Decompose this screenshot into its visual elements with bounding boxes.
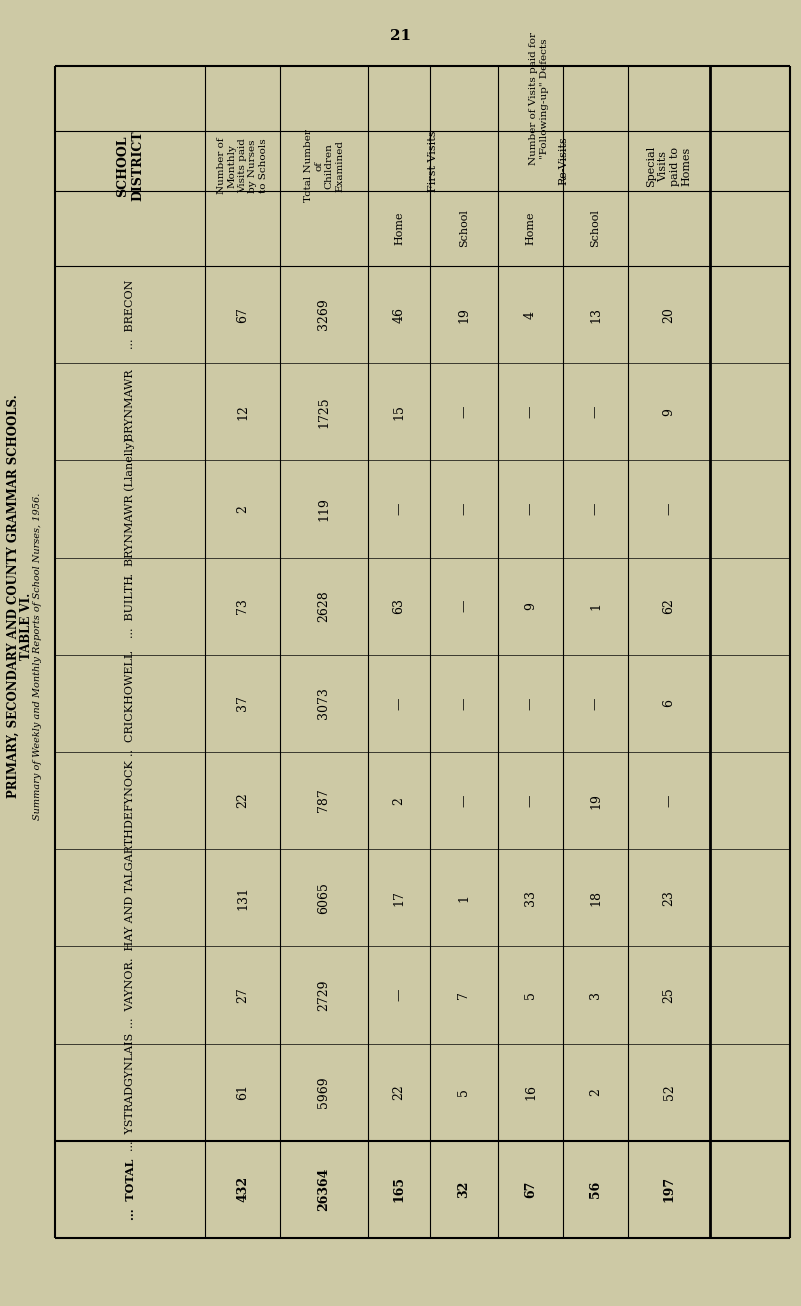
Text: 3073: 3073 [317,687,331,720]
Text: —: — [589,503,602,516]
Text: —: — [392,697,405,709]
Text: 21: 21 [390,29,412,43]
Text: 2: 2 [236,505,249,513]
Text: 22: 22 [392,1084,405,1100]
Text: —: — [457,697,470,709]
Text: 165: 165 [392,1177,405,1203]
Text: Special
Visits
paid to
Homes: Special Visits paid to Homes [646,145,691,187]
Text: School: School [590,209,601,247]
Text: 1: 1 [589,602,602,610]
Text: 197: 197 [662,1177,675,1203]
Text: 5: 5 [457,1088,470,1096]
Text: —: — [589,697,602,709]
Text: 3269: 3269 [317,299,331,330]
Text: ..  BRYNMAWR (Llanelly): .. BRYNMAWR (Llanelly) [125,438,135,580]
Text: —: — [524,794,537,807]
Text: 52: 52 [662,1084,675,1100]
Text: 19: 19 [589,793,602,808]
Text: 7: 7 [457,991,470,999]
Text: 26364: 26364 [317,1168,331,1211]
Text: 20: 20 [662,307,675,323]
Text: Re-Visits: Re-Visits [558,137,568,185]
Text: TABLE VI.: TABLE VI. [19,593,33,660]
Text: ...  HAY AND TALGARTH: ... HAY AND TALGARTH [125,828,135,968]
Text: 63: 63 [392,598,405,614]
Text: 787: 787 [317,789,331,812]
Text: 131: 131 [236,885,249,910]
Text: 15: 15 [392,404,405,419]
Text: 22: 22 [236,793,249,808]
Text: 2: 2 [589,1088,602,1096]
Text: —: — [457,503,470,516]
Text: 12: 12 [236,404,249,419]
Text: —: — [524,503,537,516]
Text: —: — [589,406,602,418]
Text: 3: 3 [589,991,602,999]
Text: —: — [524,406,537,418]
Text: 2729: 2729 [317,980,331,1011]
Text: 17: 17 [392,889,405,906]
Text: —: — [392,989,405,1002]
Text: —: — [457,406,470,418]
Text: 1725: 1725 [317,396,331,427]
Text: Home: Home [394,212,404,246]
Text: 9: 9 [662,407,675,415]
Text: Summary of Weekly and Monthly Reports of School Nurses, 1956.: Summary of Weekly and Monthly Reports of… [34,492,42,820]
Text: 32: 32 [457,1181,470,1198]
Text: Total Number
of
Children
Examined: Total Number of Children Examined [304,129,344,202]
Text: ..  DEFYNOCK: .. DEFYNOCK [125,760,135,841]
Text: 5: 5 [524,991,537,999]
Text: 33: 33 [524,889,537,906]
Text: Number of
Monthly
Visits paid
by Nurses
to Schools: Number of Monthly Visits paid by Nurses … [217,137,268,195]
Text: ..  BRYNMAWR: .. BRYNMAWR [125,370,135,454]
Text: 4: 4 [524,311,537,319]
Text: —: — [524,697,537,709]
Text: 2: 2 [392,797,405,804]
Text: ..  CRICKHOWELL: .. CRICKHOWELL [125,650,135,756]
Text: 46: 46 [392,307,405,323]
Text: 73: 73 [236,598,249,614]
Text: ...  BRECON: ... BRECON [125,279,135,349]
Text: 23: 23 [662,889,675,906]
Text: 37: 37 [236,696,249,712]
Text: —: — [662,503,675,516]
Text: 16: 16 [524,1084,537,1100]
Text: 62: 62 [662,598,675,614]
Text: 25: 25 [662,987,675,1003]
Text: 56: 56 [589,1181,602,1198]
Text: ...  TOTAL: ... TOTAL [124,1158,135,1220]
Text: 67: 67 [236,307,249,323]
Text: Home: Home [525,212,536,246]
Text: School: School [459,209,469,247]
Text: 6065: 6065 [317,882,331,914]
Text: 5969: 5969 [317,1076,331,1107]
Text: —: — [662,794,675,807]
Text: 13: 13 [589,307,602,323]
Text: 119: 119 [317,498,331,521]
Text: ...  YSTRADGYNLAIS: ... YSTRADGYNLAIS [125,1033,135,1152]
Text: 19: 19 [457,307,470,323]
Text: 18: 18 [589,889,602,906]
Text: SCHOOL
DISTRICT: SCHOOL DISTRICT [116,131,144,201]
Text: Number of Visits paid for
"Following-up" Defects: Number of Visits paid for "Following-up"… [529,33,549,165]
Text: —: — [457,599,470,613]
Text: —: — [392,503,405,516]
Text: 432: 432 [236,1177,249,1203]
Text: 1: 1 [457,893,470,902]
Text: 67: 67 [524,1181,537,1198]
Text: 9: 9 [524,602,537,610]
Text: 2628: 2628 [317,590,331,622]
Text: PRIMARY, SECONDARY AND COUNTY GRAMMAR SCHOOLS.: PRIMARY, SECONDARY AND COUNTY GRAMMAR SC… [6,394,19,798]
Text: 61: 61 [236,1084,249,1100]
Text: First Visits: First Visits [428,131,438,192]
Text: ...  VAYNOR: ... VAYNOR [125,961,135,1028]
Text: —: — [457,794,470,807]
Text: ...  BUILTH: ... BUILTH [125,575,135,637]
Text: 27: 27 [236,987,249,1003]
Text: 6: 6 [662,700,675,708]
